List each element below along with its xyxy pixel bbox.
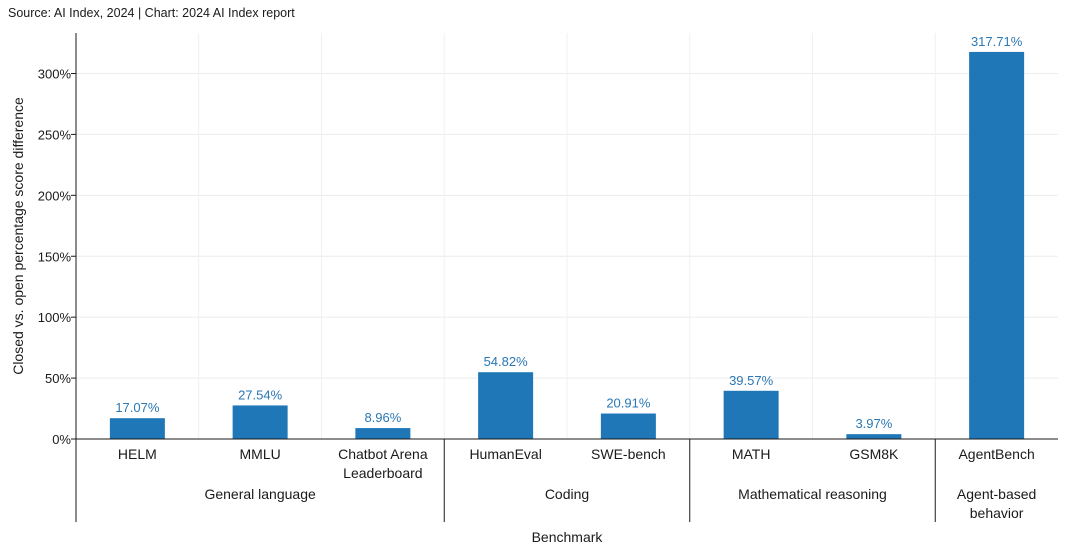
group-label: General language bbox=[204, 486, 316, 502]
bar-value-label: 20.91% bbox=[606, 396, 651, 411]
y-tick-label: 300% bbox=[38, 67, 72, 82]
bar-value-label: 8.96% bbox=[364, 410, 401, 425]
x-tick-label: HumanEval bbox=[469, 446, 541, 462]
x-tick-label: HELM bbox=[118, 446, 157, 462]
y-tick-label: 100% bbox=[38, 310, 72, 325]
y-tick-label: 200% bbox=[38, 188, 72, 203]
x-tick-label: SWE-bench bbox=[591, 446, 666, 462]
bar bbox=[478, 372, 534, 439]
x-tick-label: AgentBench bbox=[958, 446, 1034, 462]
bar-value-label: 39.57% bbox=[729, 373, 774, 388]
y-axis-title: Closed vs. open percentage score differe… bbox=[10, 97, 26, 375]
bar bbox=[355, 428, 411, 439]
group-label: Mathematical reasoning bbox=[738, 486, 887, 502]
group-label: Agent-based bbox=[957, 486, 1036, 502]
x-tick-label: Chatbot Arena bbox=[338, 446, 428, 462]
x-tick-label: MATH bbox=[732, 446, 771, 462]
bar-value-label: 3.97% bbox=[855, 416, 892, 431]
group-label: Coding bbox=[545, 486, 589, 502]
x-tick-label: GSM8K bbox=[849, 446, 899, 462]
bar bbox=[846, 434, 902, 439]
y-tick-label: 250% bbox=[38, 127, 72, 142]
bar bbox=[232, 405, 288, 439]
bar bbox=[969, 51, 1025, 440]
x-axis-title: Benchmark bbox=[532, 529, 604, 545]
y-tick-label: 0% bbox=[52, 432, 71, 447]
chart-source-note: Source: AI Index, 2024 | Chart: 2024 AI … bbox=[8, 6, 295, 20]
group-label: behavior bbox=[970, 505, 1024, 521]
bar bbox=[109, 418, 165, 439]
bar-value-label: 17.07% bbox=[115, 400, 160, 415]
bar-value-label: 27.54% bbox=[238, 387, 283, 402]
bar bbox=[600, 413, 656, 439]
x-tick-label: MMLU bbox=[240, 446, 281, 462]
bar-value-label: 54.82% bbox=[484, 354, 529, 369]
bar-value-label: 317.71% bbox=[971, 34, 1023, 49]
y-tick-label: 150% bbox=[38, 249, 72, 264]
bar bbox=[723, 390, 779, 439]
y-tick-label: 50% bbox=[45, 371, 71, 386]
x-tick-label: Leaderboard bbox=[343, 465, 422, 481]
